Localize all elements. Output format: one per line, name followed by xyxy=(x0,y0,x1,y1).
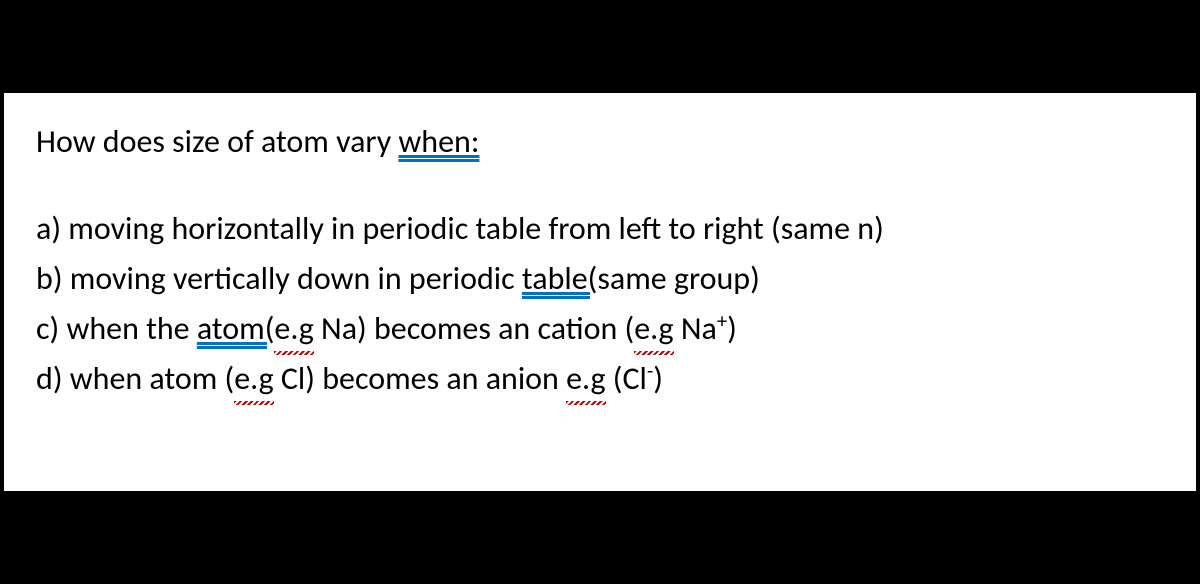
option-c-gram2: e.g xyxy=(634,305,673,353)
option-a-text: a) moving horizontally in periodic table… xyxy=(36,209,884,248)
option-d-gram2: e.g xyxy=(566,355,605,403)
option-b-mid: same group) xyxy=(597,259,759,298)
option-c-mid3: Na xyxy=(674,309,717,348)
option-c-err1: atom( xyxy=(197,309,275,348)
title-prefix: How does size of atom vary xyxy=(36,122,398,161)
option-c-sup: + xyxy=(717,307,727,333)
option-a: a) moving horizontally in periodic table… xyxy=(36,205,1178,253)
option-d-gram1: e.g xyxy=(234,355,273,403)
option-d-mid2: (Cl xyxy=(606,359,647,398)
title-underlined-word: when: xyxy=(398,122,479,161)
option-c-prefix: c) when the xyxy=(36,309,197,348)
question-title: How does size of atom vary when: xyxy=(36,121,1178,163)
option-b-prefix: b) moving vertically down in periodic xyxy=(36,259,522,298)
option-b-err1: table( xyxy=(522,259,597,298)
option-c-end: ) xyxy=(727,309,737,348)
option-c: c) when the atom(e.g Na) becomes an cati… xyxy=(36,305,1178,353)
document-page: How does size of atom vary when: a) movi… xyxy=(4,93,1196,491)
option-d: d) when atom (e.g Cl) becomes an anion e… xyxy=(36,355,1178,403)
option-c-mid2: Na) becomes an cation ( xyxy=(314,309,634,348)
option-d-end: ) xyxy=(653,359,663,398)
option-b: b) moving vertically down in periodic ta… xyxy=(36,255,1178,303)
option-c-gram1: e.g xyxy=(274,305,313,353)
option-d-prefix: d) when atom ( xyxy=(36,359,234,398)
option-list: a) moving horizontally in periodic table… xyxy=(36,205,1178,403)
option-d-mid1: Cl) becomes an anion xyxy=(274,359,566,398)
